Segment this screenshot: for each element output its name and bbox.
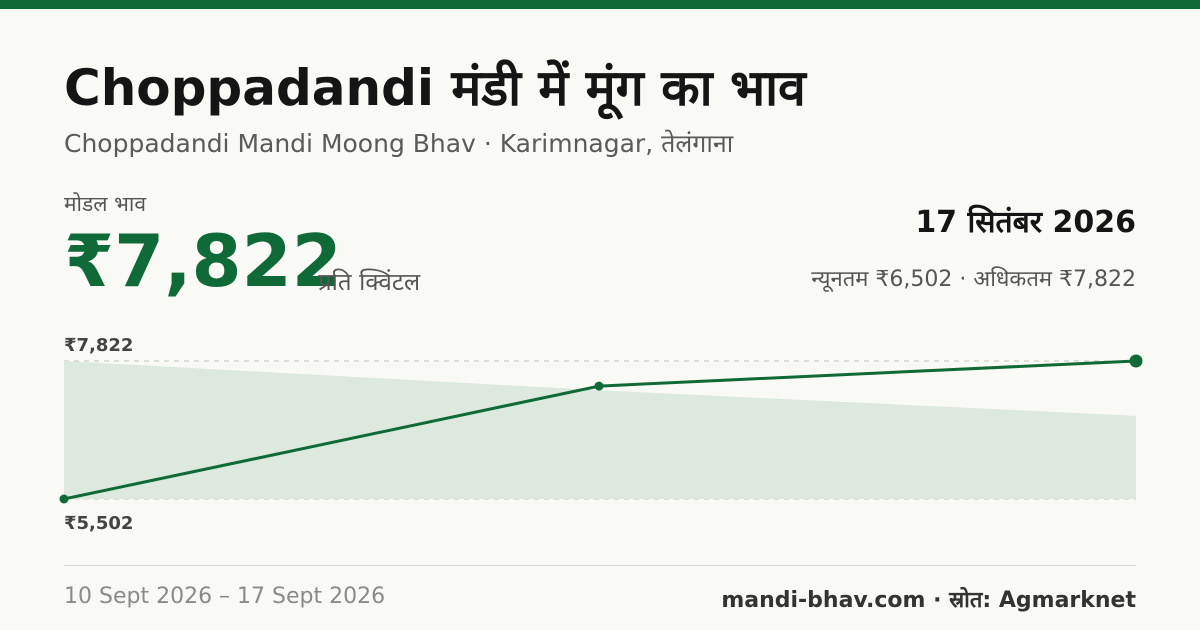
data-point-1 <box>594 381 604 391</box>
price-chart: ₹7,822 ₹5,502 <box>59 335 1143 534</box>
price-unit: प्रति क्विंटल <box>318 268 421 296</box>
top-accent-bar <box>0 0 1200 9</box>
modal-price-value: ₹7,822 <box>64 219 342 303</box>
price-date: 17 सितंबर 2026 <box>915 205 1136 240</box>
footer-divider <box>64 565 1136 566</box>
y-tick-label-1: ₹5,502 <box>64 513 133 534</box>
page-title: Choppadandi मंडी में मूंग का भाव <box>64 59 806 117</box>
date-range: 10 Sept 2026 – 17 Sept 2026 <box>64 584 386 609</box>
y-tick-label-0: ₹7,822 <box>64 335 133 356</box>
source-credit: mandi-bhav.com · स्रोत: Agmarknet <box>721 588 1136 613</box>
page-subtitle: Choppadandi Mandi Moong Bhav · Karimnaga… <box>64 129 734 158</box>
modal-price-label: मोडल भाव <box>64 192 147 216</box>
price-range-band <box>64 361 1136 499</box>
data-point-0 <box>59 494 69 504</box>
data-point-2 <box>1129 354 1143 368</box>
min-max-price: न्यूनतम ₹6,502 · अधिकतम ₹7,822 <box>811 267 1136 292</box>
